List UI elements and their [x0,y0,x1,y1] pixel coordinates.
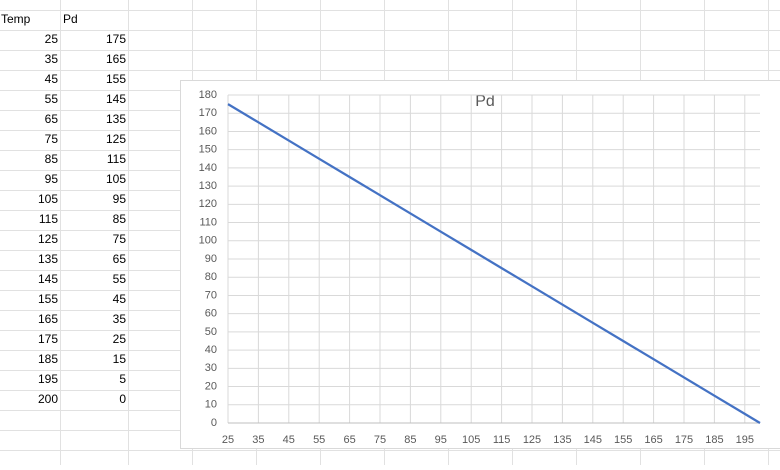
cell: 85 [113,212,127,226]
cell: 45 [45,72,59,86]
header-cell: Temp [1,12,31,26]
cell: 125 [38,232,58,246]
cell: 125 [106,132,126,146]
y-tick-label: 140 [199,162,217,174]
cell: 65 [113,252,127,266]
cell: 175 [38,332,58,346]
chart-area [181,81,780,449]
cell: 105 [106,172,126,186]
x-tick-label: 125 [523,434,541,446]
cell: 75 [113,232,127,246]
y-tick-label: 90 [205,253,217,265]
y-tick-label: 110 [199,216,217,228]
x-tick-label: 115 [493,434,511,446]
x-tick-label: 185 [705,434,723,446]
y-tick-label: 170 [199,107,217,119]
cell: 165 [106,52,126,66]
cell: 55 [113,272,127,286]
cell: 145 [106,92,126,106]
y-tick-label: 160 [199,125,217,137]
cell: 35 [45,52,59,66]
cell: 25 [45,32,59,46]
x-tick-label: 25 [222,434,234,446]
cell: 0 [119,392,126,406]
y-tick-label: 120 [199,198,217,210]
x-tick-label: 175 [675,434,693,446]
y-tick-label: 70 [205,289,217,301]
x-tick-label: 35 [252,434,264,446]
cell: 135 [38,252,58,266]
cell: 95 [45,172,59,186]
header-cell: Pd [63,12,78,26]
cell: 185 [38,352,58,366]
x-tick-label: 165 [644,434,662,446]
cell: 195 [38,372,58,386]
cell: 175 [106,32,126,46]
cell: 85 [45,152,59,166]
cell: 35 [113,312,127,326]
cell: 115 [39,212,58,226]
y-tick-label: 100 [199,235,217,247]
x-tick-label: 75 [374,434,386,446]
y-tick-label: 40 [205,344,217,356]
cell: 65 [45,112,59,126]
cell: 115 [107,152,126,166]
cell: 155 [38,292,58,306]
x-tick-label: 155 [614,434,632,446]
cell: 55 [45,92,59,106]
y-tick-label: 60 [205,308,217,320]
cell: 105 [38,192,58,206]
y-tick-label: 30 [205,362,217,374]
x-tick-label: 45 [283,434,295,446]
y-tick-label: 0 [211,417,217,429]
cell: 5 [119,372,126,386]
x-tick-label: 145 [584,434,602,446]
x-tick-label: 65 [343,434,355,446]
cell: 135 [106,112,126,126]
x-tick-label: 85 [404,434,416,446]
x-tick-label: 55 [313,434,325,446]
y-tick-label: 20 [205,380,217,392]
y-tick-label: 50 [205,326,217,338]
x-tick-label: 95 [435,434,447,446]
cell: 155 [106,72,126,86]
cell: 75 [45,132,59,146]
x-tick-label: 105 [462,434,480,446]
y-tick-label: 10 [205,399,217,411]
x-tick-label: 135 [553,434,571,446]
cell: 165 [38,312,58,326]
y-tick-label: 80 [205,271,217,283]
cell: 15 [113,352,127,366]
cell: 95 [113,192,127,206]
cell: 25 [113,332,127,346]
x-tick-label: 195 [736,434,754,446]
cell: 200 [38,392,58,406]
cell: 145 [38,272,58,286]
chart-title: Pd [475,93,495,110]
y-tick-label: 150 [199,144,217,156]
y-tick-label: 130 [199,180,217,192]
cell: 45 [113,292,127,306]
y-tick-label: 180 [199,89,217,101]
